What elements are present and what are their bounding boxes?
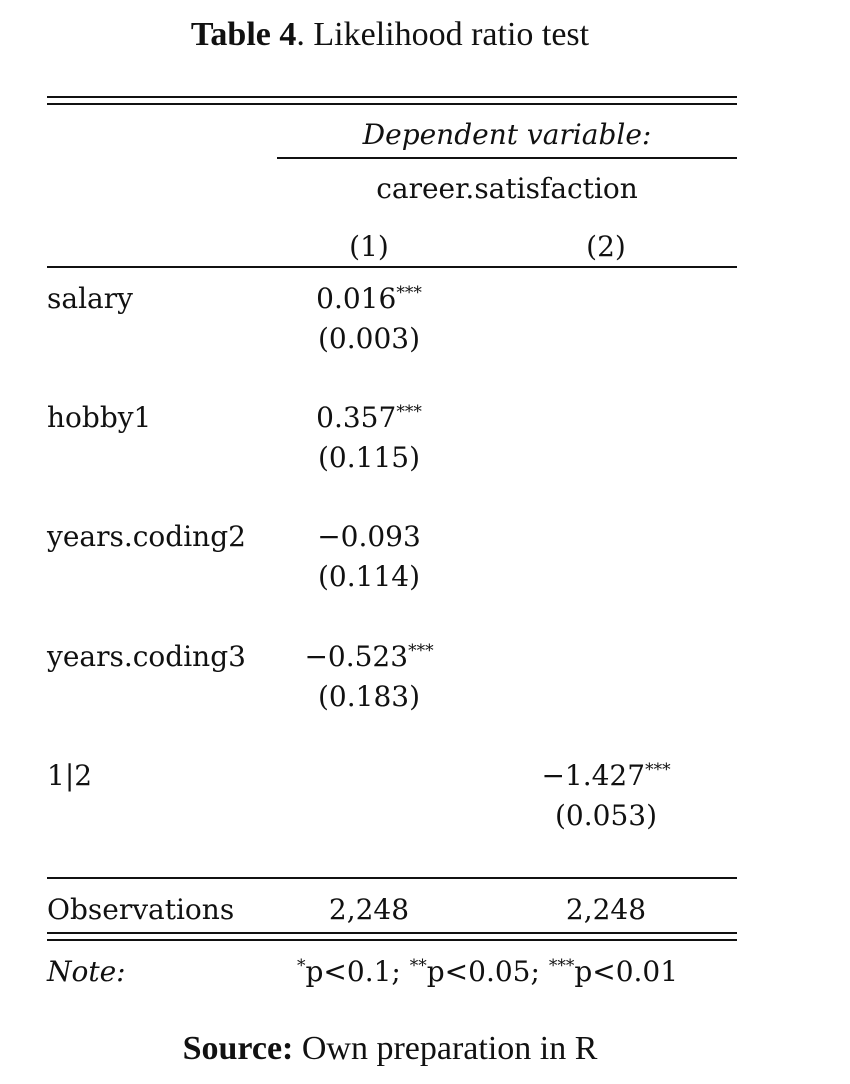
dependent-variable-name: career.satisfaction — [376, 172, 638, 205]
bottom-rule-2 — [47, 939, 737, 941]
observations-top-rule — [47, 877, 737, 879]
significance-stars: *** — [396, 283, 422, 303]
table-title: Table 4. Likelihood ratio test — [0, 16, 780, 54]
bottom-rule-1 — [47, 932, 737, 934]
coef-hobby1-col1: 0.357*** — [269, 398, 469, 438]
note-stars-2: ** — [409, 956, 427, 976]
note-stars-3: *** — [548, 956, 575, 976]
row-label-salary: salary — [47, 282, 133, 315]
coef-value: 0.016 — [316, 282, 397, 315]
observations-label: Observations — [47, 893, 235, 926]
coef-value: −0.093 — [317, 520, 421, 553]
source-line: Source: Own preparation in R — [0, 1030, 780, 1068]
coef-years-coding3-col1: −0.523*** — [269, 637, 469, 677]
coef-years-coding2-col1: −0.093 — [269, 517, 469, 557]
row-label-years-coding3: years.coding3 — [47, 640, 246, 673]
dependent-variable-label: Dependent variable: — [362, 118, 652, 151]
table-title-text: . Likelihood ratio test — [296, 16, 590, 53]
note-p3: p<0.01 — [574, 955, 679, 988]
note-p2: p<0.05; — [426, 955, 549, 988]
row-label-threshold-1-2: 1|2 — [47, 759, 93, 792]
coef-salary-col1: 0.016*** — [269, 279, 469, 319]
dependent-variable-rule — [277, 157, 737, 159]
coef-threshold-col2: −1.427*** — [506, 756, 706, 796]
row-label-hobby1: hobby1 — [47, 401, 152, 434]
source-text: Own preparation in R — [293, 1030, 598, 1067]
se-hobby1-col1: (0.115) — [317, 441, 420, 474]
significance-stars: *** — [396, 402, 422, 422]
observations-col2: 2,248 — [565, 893, 647, 926]
table-number: Table 4 — [190, 16, 297, 53]
column-header-2: (2) — [586, 230, 626, 263]
se-years-coding2-col1: (0.114) — [317, 560, 420, 593]
se-salary-col1: (0.003) — [317, 322, 420, 355]
note-label: Note: — [47, 955, 126, 988]
top-rule-1 — [47, 96, 737, 98]
note-p1: p<0.1; — [305, 955, 410, 988]
source-label: Source: — [182, 1030, 294, 1067]
significance-stars: *** — [408, 641, 434, 661]
coef-value: 0.357 — [316, 401, 397, 434]
row-label-years-coding2: years.coding2 — [47, 520, 246, 553]
significance-stars: *** — [645, 760, 671, 780]
observations-col1: 2,248 — [328, 893, 410, 926]
note-significance: *p<0.1; **p<0.05; ***p<0.01 — [297, 952, 678, 992]
coef-value: −1.427 — [541, 759, 646, 792]
top-rule-2 — [47, 103, 737, 105]
se-years-coding3-col1: (0.183) — [317, 680, 420, 713]
se-threshold-col2: (0.053) — [554, 799, 657, 832]
note-stars-1: * — [297, 956, 306, 976]
coef-value: −0.523 — [304, 640, 409, 673]
column-header-1: (1) — [349, 230, 389, 263]
header-rule — [47, 266, 737, 268]
